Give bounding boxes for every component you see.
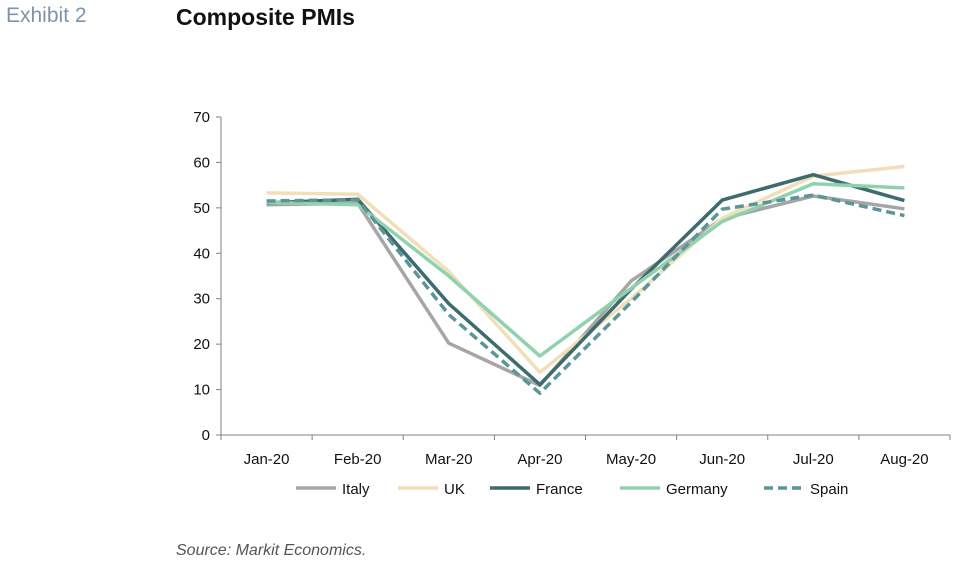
series-line-germany bbox=[266, 182, 905, 358]
legend-label-france: France bbox=[536, 481, 583, 498]
x-tick-label: Jun-20 bbox=[699, 451, 745, 468]
y-tick-label: 0 bbox=[202, 427, 210, 444]
y-tick-label: 60 bbox=[193, 154, 210, 171]
source-note: Source: Markit Economics. bbox=[176, 542, 367, 559]
legend-label-germany: Germany bbox=[666, 481, 728, 498]
chart-title: Composite PMIs bbox=[176, 4, 355, 30]
chart-legend: Italy UK France Germany Spain bbox=[296, 481, 848, 498]
x-tick-label: Mar-20 bbox=[425, 451, 473, 468]
x-tick-label: May-20 bbox=[606, 451, 656, 468]
y-tick-label: 50 bbox=[193, 200, 210, 217]
x-tick-label: Apr-20 bbox=[517, 451, 562, 468]
y-tick-label: 20 bbox=[193, 336, 210, 353]
x-tick-label: Feb-20 bbox=[334, 451, 382, 468]
y-tick-label: 30 bbox=[193, 291, 210, 308]
y-tick-label: 10 bbox=[193, 382, 210, 399]
series-line-italy bbox=[266, 194, 905, 388]
legend-label-italy: Italy bbox=[342, 481, 370, 498]
x-tick-label: Aug-20 bbox=[880, 451, 928, 468]
x-tick-label: Jan-20 bbox=[244, 451, 290, 468]
series-line-spain bbox=[266, 193, 905, 395]
legend-label-uk: UK bbox=[444, 481, 465, 498]
chart-lines bbox=[266, 164, 905, 395]
exhibit-label: Exhibit 2 bbox=[6, 4, 87, 27]
chart-axes: 0 10 20 30 40 50 60 70 Jan-20 Feb-20 Mar-20 Apr-20 M… bbox=[193, 109, 951, 468]
y-tick-label: 70 bbox=[193, 109, 210, 126]
x-tick-label: Jul-20 bbox=[793, 451, 834, 468]
legend-label-spain: Spain bbox=[810, 481, 848, 498]
y-tick-label: 40 bbox=[193, 245, 210, 262]
